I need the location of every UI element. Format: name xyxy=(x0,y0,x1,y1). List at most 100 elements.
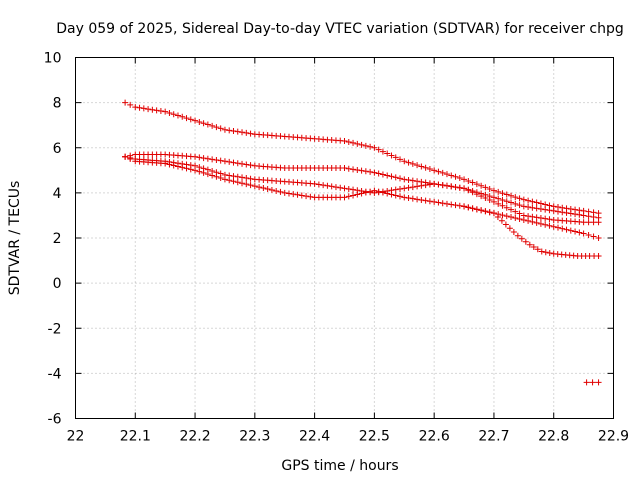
data-point xyxy=(260,185,267,192)
data-point xyxy=(514,232,521,239)
data-point xyxy=(456,184,463,191)
data-point xyxy=(494,213,501,220)
data-point xyxy=(435,181,442,188)
data-point xyxy=(367,143,374,150)
data-point xyxy=(226,158,233,165)
data-point xyxy=(298,192,305,199)
data-point xyxy=(465,204,472,211)
data-point xyxy=(127,101,134,108)
data-point xyxy=(502,221,509,228)
data-point xyxy=(554,224,561,231)
data-point xyxy=(563,209,570,216)
data-point xyxy=(136,104,143,111)
data-point xyxy=(196,168,203,175)
data-point xyxy=(526,241,533,248)
data-point xyxy=(546,207,553,214)
data-point xyxy=(538,248,545,255)
data-point xyxy=(503,213,510,220)
x-tick-label: 22.1 xyxy=(120,429,151,445)
data-point xyxy=(452,173,459,180)
data-point xyxy=(226,177,233,184)
data-point xyxy=(234,128,241,135)
data-point xyxy=(350,166,357,173)
data-point xyxy=(243,129,250,136)
data-point xyxy=(469,205,476,212)
data-point xyxy=(439,182,446,189)
data-point xyxy=(268,186,275,193)
data-point xyxy=(533,219,540,226)
data-point xyxy=(341,137,348,144)
data-point xyxy=(162,108,169,115)
data-point xyxy=(529,198,536,205)
data-point xyxy=(200,169,207,176)
data-point xyxy=(443,171,450,178)
data-point xyxy=(324,182,331,189)
data-point xyxy=(332,184,339,191)
data-point xyxy=(533,214,540,221)
data-point xyxy=(153,107,160,114)
data-point xyxy=(251,183,258,190)
data-point xyxy=(345,193,352,200)
data-point xyxy=(525,204,532,211)
data-point xyxy=(187,116,194,123)
data-point xyxy=(520,216,527,223)
data-point xyxy=(285,190,292,197)
data-point xyxy=(530,244,537,251)
data-point xyxy=(247,162,254,169)
data-point xyxy=(388,191,395,198)
data-point xyxy=(397,156,404,163)
data-point xyxy=(533,205,540,212)
data-point xyxy=(384,190,391,197)
data-point xyxy=(456,202,463,209)
data-point xyxy=(448,201,455,208)
data-point xyxy=(542,215,549,222)
data-point xyxy=(563,226,570,233)
data-point xyxy=(196,118,203,125)
data-point xyxy=(204,155,211,162)
data-point xyxy=(350,186,357,193)
data-point xyxy=(508,192,515,199)
data-point xyxy=(174,163,181,170)
data-point xyxy=(243,161,250,168)
data-point xyxy=(183,165,190,172)
data-point xyxy=(162,160,169,167)
data-point xyxy=(469,179,476,186)
data-point xyxy=(473,191,480,198)
data-point xyxy=(192,167,199,174)
data-point xyxy=(542,221,549,228)
data-point xyxy=(426,198,433,205)
data-point xyxy=(443,182,450,189)
data-point xyxy=(559,209,566,216)
data-point xyxy=(179,113,186,120)
data-point xyxy=(499,190,506,197)
data-point xyxy=(358,141,365,148)
data-point xyxy=(328,183,335,190)
data-point xyxy=(405,159,412,166)
data-point xyxy=(166,161,173,168)
data-point xyxy=(422,182,429,189)
data-point xyxy=(512,215,519,222)
data-point xyxy=(234,160,241,167)
data-point xyxy=(256,184,263,191)
data-point xyxy=(230,127,237,134)
data-point xyxy=(409,184,416,191)
data-point xyxy=(209,122,216,129)
data-point xyxy=(311,180,318,187)
data-point xyxy=(525,197,532,204)
data-point xyxy=(358,190,365,197)
data-point xyxy=(379,171,386,178)
data-point xyxy=(465,177,472,184)
data-point xyxy=(392,154,399,161)
x-tick-label: 22 xyxy=(67,429,85,445)
data-point xyxy=(585,213,592,220)
data-point xyxy=(392,192,399,199)
data-point xyxy=(580,212,587,219)
data-point xyxy=(388,173,395,180)
data-point xyxy=(341,165,348,172)
data-point xyxy=(397,193,404,200)
data-point xyxy=(384,172,391,179)
data-point xyxy=(482,184,489,191)
data-point xyxy=(345,165,352,172)
data-point xyxy=(122,153,129,160)
